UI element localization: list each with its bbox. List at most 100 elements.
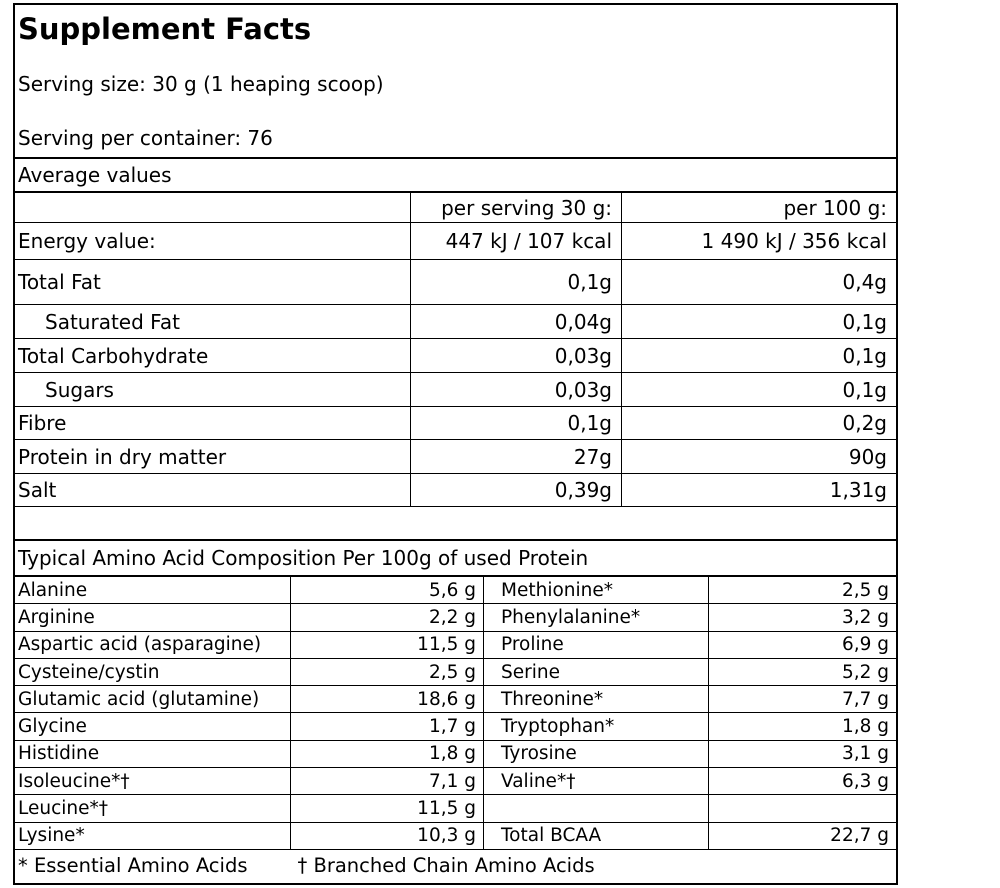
nutrient-name: Salt <box>18 478 57 502</box>
amino-value: 2,5 g <box>708 577 896 604</box>
supplement-facts-label: Supplement Facts Serving size: 30 g (1 h… <box>13 3 898 885</box>
table-row: Sugars 0,03g 0,1g <box>15 373 896 407</box>
nutrient-per-serving: 447 kJ / 107 kcal <box>410 223 621 259</box>
amino-name: Lysine* <box>18 825 85 847</box>
amino-value: 7,7 g <box>708 686 896 713</box>
nutrient-per-100g: 1,31g <box>621 474 896 506</box>
nutrient-name: Protein in dry matter <box>18 444 227 469</box>
servings-per-container-text: Serving per container: 76 <box>18 126 273 150</box>
amino-value: 10,3 g <box>290 822 483 849</box>
amino-value: 3,2 g <box>708 604 896 631</box>
amino-name: Valine*† <box>483 768 708 795</box>
nutrition-header-row: per serving 30 g: per 100 g: <box>15 193 896 223</box>
footnotes-row: * Essential Amino Acids † Branched Chain… <box>15 850 896 881</box>
spacer-row <box>15 507 896 541</box>
amino-row: Aspartic acid (asparagine) 11,5 g Prolin… <box>15 631 896 659</box>
amino-value <box>708 795 896 822</box>
average-values-row: Average values <box>15 157 896 193</box>
table-row: Energy value: 447 kJ / 107 kcal 1 490 kJ… <box>15 223 896 260</box>
table-row: Total Carbohydrate 0,03g 0,1g <box>15 339 896 373</box>
amino-name: Aspartic acid (asparagine) <box>18 634 262 656</box>
amino-name: Tyrosine <box>483 740 708 768</box>
amino-name: Arginine <box>18 606 95 628</box>
amino-value: 2,2 g <box>290 604 483 631</box>
nutrient-name: Total Carbohydrate <box>18 343 209 368</box>
amino-value: 1,8 g <box>708 713 896 740</box>
amino-row: Glutamic acid (glutamine) 18,6 g Threoni… <box>15 686 896 714</box>
nutrient-per-serving: 0,04g <box>410 305 621 338</box>
nutrient-name: Saturated Fat <box>45 309 180 334</box>
amino-row: Glycine 1,7 g Tryptophan* 1,8 g <box>15 713 896 741</box>
amino-value: 7,1 g <box>290 768 483 795</box>
amino-name: Histidine <box>18 743 100 765</box>
nutrient-per-100g: 0,1g <box>621 373 896 406</box>
amino-name: Alanine <box>18 579 88 601</box>
amino-value: 1,7 g <box>290 713 483 740</box>
amino-name: Leucine*† <box>18 798 109 820</box>
nutrient-per-100g: 0,4g <box>621 260 896 304</box>
amino-row: Isoleucine*† 7,1 g Valine*† 6,3 g <box>15 768 896 796</box>
amino-row: Arginine 2,2 g Phenylalanine* 3,2 g <box>15 604 896 632</box>
amino-value: 18,6 g <box>290 686 483 713</box>
average-values-label: Average values <box>18 163 172 187</box>
nutrient-per-100g: 1 490 kJ / 356 kcal <box>621 223 896 259</box>
amino-value: 6,9 g <box>708 631 896 658</box>
nutrient-per-serving: 0,03g <box>410 373 621 406</box>
amino-row: Alanine 5,6 g Methionine* 2,5 g <box>15 577 896 605</box>
nutrient-name: Fibre <box>18 411 67 435</box>
amino-name: Glycine <box>18 716 87 738</box>
nutrient-per-serving: 0,1g <box>410 407 621 439</box>
nutrition-header-empty-cell <box>15 193 410 222</box>
nutrient-per-100g: 0,2g <box>621 407 896 439</box>
amino-name: Total BCAA <box>483 822 708 849</box>
table-row: Total Fat 0,1g 0,4g <box>15 260 896 305</box>
amino-row: Histidine 1,8 g Tyrosine 3,1 g <box>15 740 896 769</box>
amino-name: Tryptophan* <box>483 713 708 740</box>
label-header: Supplement Facts Serving size: 30 g (1 h… <box>15 5 896 157</box>
nutrient-per-serving: 27g <box>410 440 621 473</box>
amino-value: 1,8 g <box>290 740 483 768</box>
amino-row: Cysteine/cystin 2,5 g Serine 5,2 g <box>15 658 896 687</box>
amino-name <box>483 795 708 822</box>
nutrient-per-100g: 0,1g <box>621 339 896 372</box>
nutrient-per-serving: 0,1g <box>410 260 621 304</box>
amino-title-row: Typical Amino Acid Composition Per 100g … <box>15 541 896 577</box>
table-row: Protein in dry matter 27g 90g <box>15 440 896 474</box>
column-header-per-serving: per serving 30 g: <box>410 193 621 222</box>
table-row: Fibre 0,1g 0,2g <box>15 407 896 440</box>
amino-value: 5,2 g <box>708 658 896 686</box>
amino-name: Serine <box>483 658 708 686</box>
serving-size-text: Serving size: 30 g (1 heaping scoop) <box>18 72 384 96</box>
amino-row: Leucine*† 11,5 g <box>15 795 896 823</box>
nutrition-table: per serving 30 g: per 100 g: Energy valu… <box>15 193 896 507</box>
amino-row: Lysine* 10,3 g Total BCAA 22,7 g <box>15 822 896 850</box>
nutrient-name: Total Fat <box>18 270 101 294</box>
nutrient-per-100g: 0,1g <box>621 305 896 338</box>
amino-value: 3,1 g <box>708 740 896 768</box>
nutrient-per-serving: 0,03g <box>410 339 621 372</box>
nutrient-name: Energy value: <box>18 229 156 253</box>
amino-value: 6,3 g <box>708 768 896 795</box>
amino-name: Cysteine/cystin <box>18 661 160 683</box>
footnote-essential: * Essential Amino Acids <box>18 853 248 877</box>
nutrient-name: Sugars <box>45 377 114 402</box>
amino-value: 11,5 g <box>290 795 483 822</box>
amino-name: Isoleucine*† <box>18 770 130 792</box>
amino-name: Phenylalanine* <box>483 604 708 631</box>
table-row: Saturated Fat 0,04g 0,1g <box>15 305 896 339</box>
amino-value: 11,5 g <box>290 631 483 658</box>
label-title: Supplement Facts <box>18 12 312 46</box>
amino-name: Threonine* <box>483 686 708 713</box>
amino-section-title: Typical Amino Acid Composition Per 100g … <box>18 546 589 570</box>
footnote-bcaa: † Branched Chain Amino Acids <box>297 853 595 877</box>
amino-name: Glutamic acid (glutamine) <box>18 688 260 710</box>
amino-name: Methionine* <box>483 577 708 604</box>
nutrient-per-100g: 90g <box>621 440 896 473</box>
amino-value: 2,5 g <box>290 658 483 686</box>
nutrient-per-serving: 0,39g <box>410 474 621 506</box>
amino-value: 22,7 g <box>708 822 896 849</box>
table-row: Salt 0,39g 1,31g <box>15 474 896 507</box>
amino-value: 5,6 g <box>290 577 483 604</box>
amino-acid-table: Alanine 5,6 g Methionine* 2,5 g Arginine… <box>15 577 896 850</box>
